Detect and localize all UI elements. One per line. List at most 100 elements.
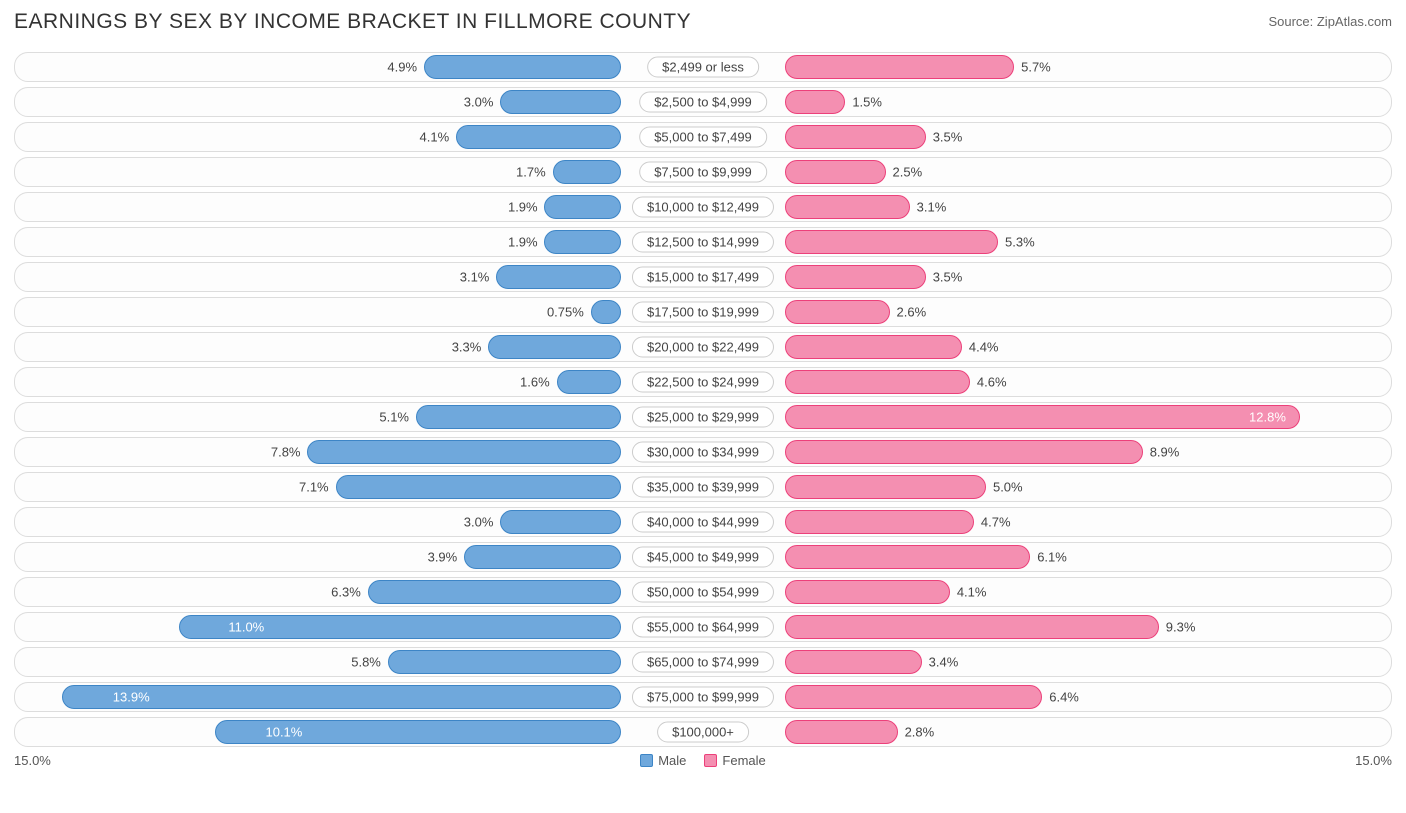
female-value: 3.5%	[933, 130, 963, 145]
legend-male: Male	[640, 753, 686, 768]
male-value: 7.1%	[299, 480, 329, 495]
chart-row: 6.3%4.1%$50,000 to $54,999	[14, 577, 1392, 607]
female-bar	[785, 510, 974, 534]
female-bar	[785, 370, 970, 394]
chart-row: 1.6%4.6%$22,500 to $24,999	[14, 367, 1392, 397]
female-value: 3.5%	[933, 270, 963, 285]
female-bar	[785, 475, 986, 499]
bracket-label: $40,000 to $44,999	[632, 512, 774, 533]
male-bar	[488, 335, 621, 359]
male-bar	[553, 160, 621, 184]
female-bar	[785, 615, 1159, 639]
male-value: 1.9%	[508, 200, 538, 215]
legend-female: Female	[704, 753, 765, 768]
female-bar	[785, 335, 962, 359]
male-value: 10.1%	[265, 725, 302, 740]
male-value: 0.75%	[547, 305, 584, 320]
chart-row: 1.9% 3.1% $10,000 to $12,499	[14, 192, 1392, 222]
chart-row: 13.9% 6.4% $75,000 to $99,999	[14, 682, 1392, 712]
chart-row: 5.8%3.4%$65,000 to $74,999	[14, 647, 1392, 677]
male-bar	[544, 195, 620, 219]
male-bar	[416, 405, 621, 429]
female-value: 12.8%	[1249, 410, 1286, 425]
male-bar	[368, 580, 621, 604]
male-bar	[500, 510, 621, 534]
female-value: 8.9%	[1150, 445, 1180, 460]
chart-row: 5.1%12.8%$25,000 to $29,999	[14, 402, 1392, 432]
female-value: 1.5%	[852, 95, 882, 110]
male-value: 3.1%	[460, 270, 490, 285]
female-bar	[785, 720, 898, 744]
male-value: 3.0%	[464, 515, 494, 530]
male-value: 3.0%	[464, 95, 494, 110]
female-value: 5.3%	[1005, 235, 1035, 250]
male-bar	[464, 545, 621, 569]
female-value: 4.6%	[977, 375, 1007, 390]
chart-row: 4.9%5.7%$2,499 or less	[14, 52, 1392, 82]
male-value: 7.8%	[271, 445, 301, 460]
bracket-label: $12,500 to $14,999	[632, 232, 774, 253]
female-value: 4.7%	[981, 515, 1011, 530]
male-value: 6.3%	[331, 585, 361, 600]
female-bar	[785, 650, 922, 674]
chart-row: 3.0% 4.7% $40,000 to $44,999	[14, 507, 1392, 537]
female-swatch	[704, 754, 717, 767]
male-value: 5.1%	[379, 410, 409, 425]
male-bar	[388, 650, 621, 674]
chart-row: 4.1%3.5%$5,000 to $7,499	[14, 122, 1392, 152]
female-value: 4.1%	[957, 585, 987, 600]
chart-row: 7.8% 8.9% $30,000 to $34,999	[14, 437, 1392, 467]
male-bar	[424, 55, 621, 79]
female-value: 2.6%	[897, 305, 927, 320]
female-bar	[785, 55, 1014, 79]
female-bar	[785, 230, 998, 254]
bracket-label: $45,000 to $49,999	[632, 547, 774, 568]
bracket-label: $5,000 to $7,499	[639, 127, 767, 148]
male-bar	[496, 265, 621, 289]
male-value: 3.3%	[452, 340, 482, 355]
chart-header: EARNINGS BY SEX BY INCOME BRACKET IN FIL…	[14, 10, 1392, 34]
female-value: 3.4%	[929, 655, 959, 670]
chart-row: 3.3%4.4%$20,000 to $22,499	[14, 332, 1392, 362]
chart-source: Source: ZipAtlas.com	[1268, 14, 1392, 29]
male-bar	[336, 475, 621, 499]
bracket-label: $7,500 to $9,999	[639, 162, 767, 183]
female-value: 5.0%	[993, 480, 1023, 495]
bracket-label: $30,000 to $34,999	[632, 442, 774, 463]
male-value: 1.6%	[520, 375, 550, 390]
female-bar	[785, 545, 1030, 569]
male-value: 11.0%	[228, 620, 264, 635]
bracket-label: $75,000 to $99,999	[632, 687, 774, 708]
male-value: 13.9%	[113, 690, 150, 705]
legend: Male Female	[640, 753, 766, 768]
female-value: 3.1%	[917, 200, 947, 215]
chart-row: 3.9%6.1%$45,000 to $49,999	[14, 542, 1392, 572]
female-bar	[785, 160, 885, 184]
bracket-label: $55,000 to $64,999	[632, 617, 774, 638]
female-value: 2.5%	[893, 165, 923, 180]
female-value: 2.8%	[905, 725, 935, 740]
bracket-label: $35,000 to $39,999	[632, 477, 774, 498]
bracket-label: $15,000 to $17,499	[632, 267, 774, 288]
male-value: 3.9%	[428, 550, 458, 565]
chart-row: 3.0%1.5%$2,500 to $4,999	[14, 87, 1392, 117]
female-bar	[785, 90, 845, 114]
diverging-bar-chart: 4.9%5.7%$2,499 or less3.0%1.5%$2,500 to …	[14, 52, 1392, 747]
chart-footer: 15.0% Male Female 15.0%	[14, 753, 1392, 768]
female-bar	[785, 440, 1143, 464]
male-value: 1.9%	[508, 235, 538, 250]
bracket-label: $65,000 to $74,999	[632, 652, 774, 673]
axis-max-right: 15.0%	[1355, 753, 1392, 768]
chart-row: 1.7%2.5%$7,500 to $9,999	[14, 157, 1392, 187]
male-value: 4.9%	[387, 60, 417, 75]
male-bar	[456, 125, 621, 149]
male-bar	[557, 370, 621, 394]
male-bar	[591, 300, 621, 324]
chart-title: EARNINGS BY SEX BY INCOME BRACKET IN FIL…	[14, 10, 691, 34]
female-value: 9.3%	[1166, 620, 1196, 635]
female-bar	[785, 685, 1042, 709]
bracket-label: $10,000 to $12,499	[632, 197, 774, 218]
female-value: 6.4%	[1049, 690, 1079, 705]
chart-row: 10.1%2.8%$100,000+	[14, 717, 1392, 747]
female-bar	[785, 195, 910, 219]
